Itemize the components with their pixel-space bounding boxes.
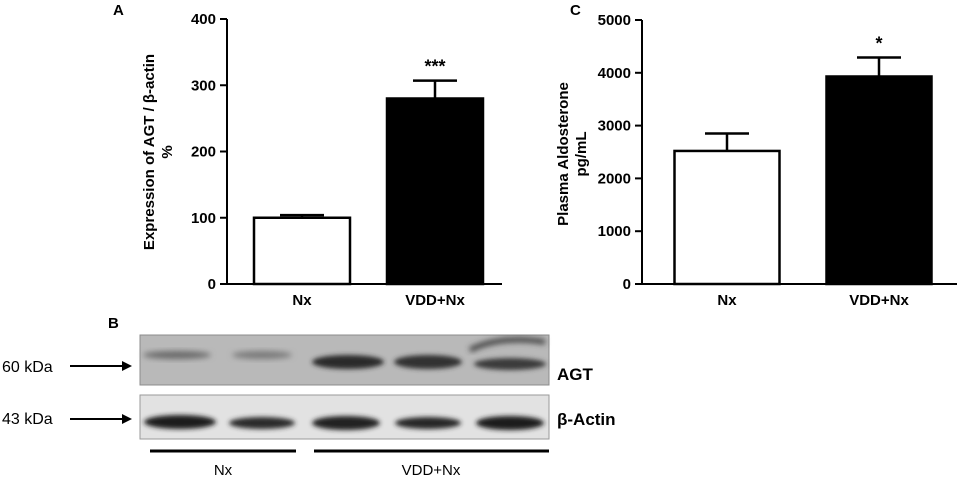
panel-label-c: C xyxy=(570,2,581,19)
panel-label-b: B xyxy=(108,315,119,332)
chart-a-ylabel-line1: Expression of AGT / β-actin xyxy=(141,54,158,250)
chart-c-ytick-label: 4000 xyxy=(598,65,631,82)
chart-c-ytick-label: 3000 xyxy=(598,118,631,135)
chart-a: A Expression of AGT / β-actin % 0 100 200 3… xyxy=(113,2,502,309)
agt-band-lane-2 xyxy=(232,351,292,359)
actin-band-lane-3 xyxy=(312,416,380,430)
chart-c-ytick-label: 2000 xyxy=(598,170,631,187)
chart-c-category-label: Nx xyxy=(717,292,737,309)
chart-a-bar-1 xyxy=(385,97,485,286)
chart-a-ylabel-line2: % xyxy=(159,145,176,158)
actin-bands xyxy=(144,415,544,430)
chart-c: C Plasma Aldosterone pg/mL 0 1000 2000 3000… xyxy=(555,2,957,309)
actin-band-lane-1 xyxy=(144,415,216,429)
chart-a-ytick-label: 300 xyxy=(191,77,216,94)
chart-a-category-label: Nx xyxy=(292,292,312,309)
marker-label-60kda: 60 kDa xyxy=(2,359,53,376)
chart-c-ytick-label: 1000 xyxy=(598,223,631,240)
agt-band-lane-1 xyxy=(143,351,211,359)
blot-protein-agt: AGT xyxy=(557,365,594,384)
chart-c-ytick-label: 0 xyxy=(623,276,631,293)
chart-c-ylabel-line2: pg/mL xyxy=(573,132,590,177)
chart-a-bar-0 xyxy=(252,216,352,286)
group-label-vdd-nx: VDD+Nx xyxy=(402,462,461,479)
western-blot: B 60 kDa 43 kDa AGT β-A xyxy=(2,315,616,479)
chart-c-significance: * xyxy=(875,33,882,53)
actin-band-lane-5 xyxy=(476,416,544,430)
agt-band-lane-3 xyxy=(312,355,384,369)
chart-a-category-label: VDD+Nx xyxy=(405,292,465,309)
chart-a-ytick-label: 100 xyxy=(191,210,216,227)
actin-band-lane-2 xyxy=(229,417,295,429)
chart-a-significance: *** xyxy=(424,57,445,77)
chart-a-ytick-label: 200 xyxy=(191,144,216,161)
marker-label-43kda: 43 kDa xyxy=(2,411,53,428)
chart-c-ytick-label: 5000 xyxy=(598,12,631,29)
chart-c-bar-1 xyxy=(825,75,933,286)
chart-a-ytick-label: 400 xyxy=(191,11,216,28)
panel-label-a: A xyxy=(113,2,124,19)
agt-bands xyxy=(143,337,546,370)
agt-band-lane-5 xyxy=(474,358,546,370)
agt-band-lane-4 xyxy=(394,355,462,369)
chart-a-ytick-label: 0 xyxy=(208,276,216,293)
chart-c-ylabel-line1: Plasma Aldosterone xyxy=(555,82,572,226)
group-label-nx: Nx xyxy=(214,462,233,479)
actin-band-lane-4 xyxy=(395,417,461,429)
chart-c-category-label: VDD+Nx xyxy=(849,292,909,309)
blot-protein-actin: β-Actin xyxy=(557,410,616,429)
chart-c-bar-0 xyxy=(673,149,781,286)
agt-band-smear xyxy=(468,337,546,353)
